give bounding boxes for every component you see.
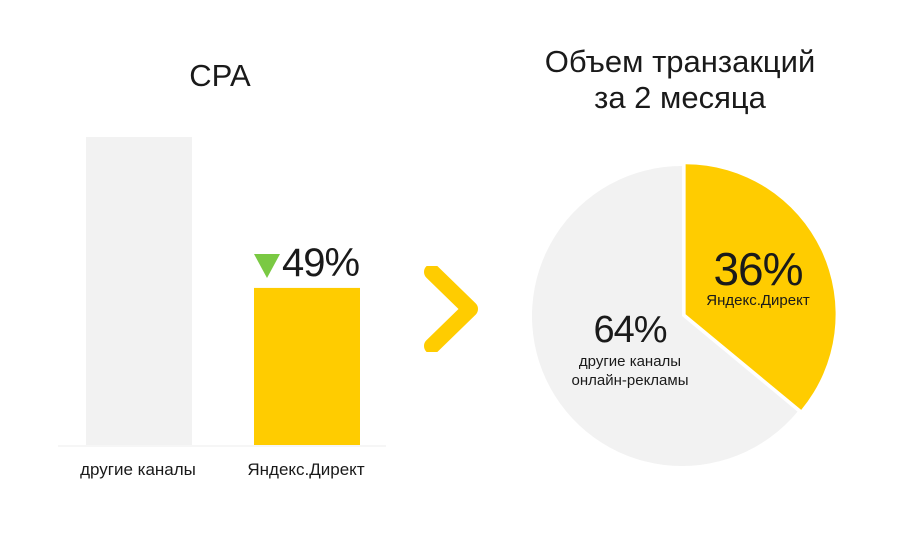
pie-slice-name: другие каналы [578,353,682,370]
pie-chart-title-line: за 2 месяца [594,79,766,115]
bar-category-label: Яндекс.Директ [247,460,365,479]
triangle-down-icon [254,254,280,278]
cpa-change-value: 49% [282,241,360,285]
pie-slice-label-yandex-direct: 36% Яндекс.Директ [690,246,826,311]
pie-slice-name: онлайн-рекламы [571,371,689,389]
pie-chart-title-line: Объем транзакций [544,44,816,79]
bar-chart [58,137,386,447]
bar-other-channels [86,137,192,445]
pie-slice-yandex-direct [685,164,836,410]
pie-slice-percent: 64% [593,309,667,351]
pie-slice-name: Яндекс.Директ [706,292,810,309]
bar-yandex-direct [254,287,360,445]
bar-chart-title: CPA [189,58,251,93]
pie-slice-label-other-channels: 64% другие каналы онлайн-рекламы [540,311,720,391]
chevron-right-icon [424,266,478,352]
pie-slice-percent: 36% [713,243,803,295]
pie-chart-title: Объем транзакций за 2 месяца [500,44,860,115]
pie-slice-other-channels [531,166,798,466]
cpa-change-annotation: 49% [254,241,360,285]
bar-category-label: другие каналы [80,460,196,479]
